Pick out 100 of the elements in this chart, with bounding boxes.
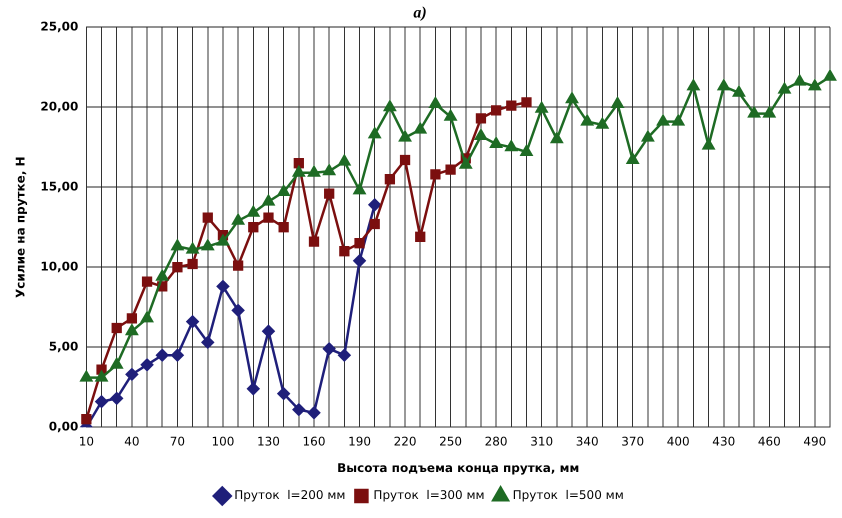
point bbox=[368, 128, 381, 138]
point bbox=[490, 137, 502, 148]
y-tick-label: 25,00 bbox=[40, 19, 78, 34]
point bbox=[262, 194, 274, 206]
point bbox=[399, 130, 412, 142]
legend-label: Пруток l=500 мм bbox=[512, 488, 624, 502]
point bbox=[400, 154, 410, 166]
point bbox=[581, 114, 594, 126]
point bbox=[308, 166, 320, 177]
point bbox=[186, 242, 199, 254]
x-tick-label: 190 bbox=[348, 434, 371, 449]
point bbox=[370, 218, 380, 230]
x-tick-label: 70 bbox=[170, 434, 186, 449]
point bbox=[732, 86, 745, 97]
point bbox=[368, 198, 381, 212]
point bbox=[171, 240, 184, 250]
point bbox=[339, 246, 350, 256]
point bbox=[490, 105, 502, 116]
point bbox=[263, 212, 274, 223]
point bbox=[292, 166, 305, 177]
point bbox=[156, 270, 168, 281]
point bbox=[140, 358, 154, 372]
point bbox=[186, 315, 199, 328]
point bbox=[354, 184, 366, 194]
x-axis-title: Высота подъема конца прутка, мм bbox=[337, 460, 580, 475]
point bbox=[384, 100, 396, 112]
point bbox=[216, 280, 230, 293]
point bbox=[626, 153, 639, 164]
point bbox=[338, 154, 350, 166]
y-tick-label: 10,00 bbox=[40, 259, 78, 274]
y-tick-label: 5,00 bbox=[48, 339, 78, 354]
point bbox=[505, 140, 518, 152]
point bbox=[277, 387, 290, 400]
legend-label: Пруток l=300 мм bbox=[373, 488, 485, 502]
point bbox=[444, 110, 457, 121]
point bbox=[794, 74, 806, 86]
point bbox=[126, 368, 138, 381]
y-axis-title: Усилие на прутке, Н bbox=[13, 156, 28, 298]
point bbox=[824, 70, 836, 81]
x-tick-label: 490 bbox=[803, 434, 826, 449]
point bbox=[110, 358, 123, 369]
point bbox=[612, 97, 624, 108]
point bbox=[748, 106, 760, 118]
point bbox=[202, 240, 214, 250]
x-tick-label: 340 bbox=[576, 434, 599, 449]
point bbox=[430, 169, 441, 180]
x-tick-label: 460 bbox=[758, 434, 781, 449]
point bbox=[81, 414, 92, 424]
point bbox=[110, 392, 123, 405]
point bbox=[292, 403, 306, 416]
x-tick-label: 310 bbox=[530, 434, 554, 449]
x-tick-label: 160 bbox=[302, 434, 326, 449]
point bbox=[808, 80, 821, 90]
point bbox=[126, 313, 138, 324]
point bbox=[778, 82, 790, 94]
point bbox=[308, 406, 320, 420]
point bbox=[642, 130, 654, 142]
point bbox=[126, 324, 138, 336]
point bbox=[96, 370, 108, 382]
chart-title: а) bbox=[413, 4, 427, 22]
point bbox=[80, 370, 92, 382]
point bbox=[323, 164, 336, 176]
x-tick-label: 220 bbox=[394, 434, 417, 449]
point bbox=[202, 212, 213, 223]
point bbox=[278, 185, 290, 196]
x-tick-label: 370 bbox=[621, 434, 644, 449]
point bbox=[322, 342, 336, 356]
point bbox=[536, 102, 548, 113]
point bbox=[216, 234, 229, 246]
point bbox=[506, 100, 516, 111]
point bbox=[353, 254, 366, 268]
x-tick-label: 400 bbox=[666, 434, 690, 449]
point bbox=[657, 114, 670, 126]
point bbox=[247, 382, 260, 396]
x-tick-label: 40 bbox=[124, 434, 140, 449]
point bbox=[248, 222, 258, 232]
x-tick-label: 130 bbox=[257, 434, 280, 449]
point bbox=[262, 324, 275, 338]
y-tick-label: 15,00 bbox=[40, 179, 78, 194]
point bbox=[445, 164, 456, 175]
point bbox=[687, 80, 700, 90]
x-tick-label: 250 bbox=[439, 434, 462, 449]
point bbox=[247, 206, 260, 217]
point bbox=[476, 113, 486, 124]
point bbox=[172, 262, 183, 272]
point bbox=[156, 348, 168, 362]
point bbox=[429, 97, 442, 108]
legend-label: Пруток l=200 мм bbox=[234, 488, 346, 502]
point bbox=[763, 106, 776, 118]
point bbox=[702, 138, 715, 150]
point bbox=[520, 145, 532, 156]
point bbox=[460, 158, 472, 169]
x-tick-label: 280 bbox=[484, 434, 508, 449]
point bbox=[415, 232, 426, 242]
point bbox=[95, 395, 108, 408]
point bbox=[672, 114, 684, 126]
point bbox=[294, 158, 304, 168]
point bbox=[384, 174, 396, 184]
point bbox=[566, 92, 578, 104]
point bbox=[278, 222, 289, 232]
